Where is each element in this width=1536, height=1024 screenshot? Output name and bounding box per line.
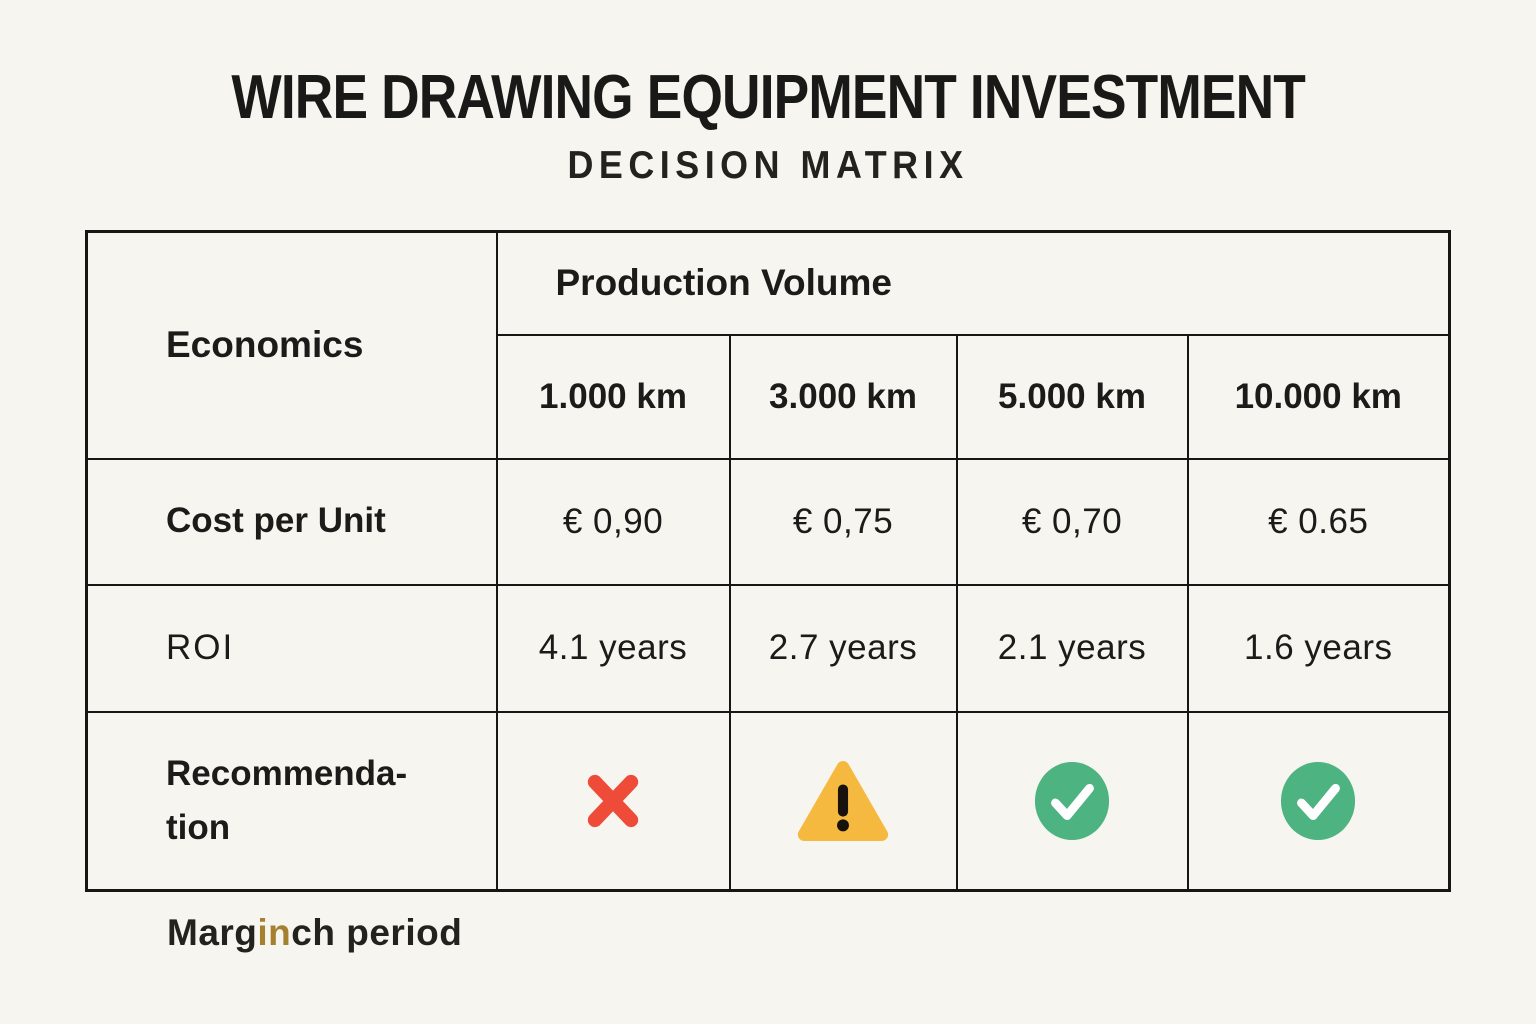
cross-icon	[575, 774, 651, 827]
roi-value: 2.7 years	[728, 583, 958, 713]
table-row: ROI 4.1 years 2.7 years 2.1 years 1.6 ye…	[85, 583, 1451, 713]
cost-value: € 0,90	[495, 457, 731, 586]
row-label-roi: ROI	[85, 583, 498, 713]
footer-note-part3: ch period	[291, 912, 463, 953]
table-row: Cost per Unit € 0,90 € 0,75 € 0,70 € 0.6…	[85, 457, 1451, 586]
corner-header-economics: Economics	[85, 230, 498, 460]
page-title: WIRE DRAWING EQUIPMENT INVESTMENT	[0, 62, 1536, 133]
footer-note: Marginch period	[167, 912, 462, 954]
page-subtitle: DECISION MATRIX	[0, 144, 1536, 188]
decision-matrix-table: Economics Production Volume 1.000 km 3.0…	[85, 230, 1451, 892]
check-circle-icon	[1033, 761, 1111, 840]
table-row: Economics Production Volume	[85, 230, 1451, 460]
column-header-5000km: 5.000 km	[955, 333, 1189, 460]
column-header-1000km: 1.000 km	[495, 333, 731, 460]
column-header-3000km: 3.000 km	[728, 333, 958, 460]
column-header-10000km: 10.000 km	[1186, 333, 1451, 460]
group-header-production-volume: Production Volume	[495, 230, 1451, 336]
footer-note-part1: Marg	[167, 912, 258, 953]
cost-value: € 0.65	[1186, 457, 1451, 586]
recommendation-cell-10000km	[1186, 710, 1451, 892]
warning-icon	[797, 760, 889, 841]
cost-value: € 0,70	[955, 457, 1189, 586]
recommendation-cell-5000km	[955, 710, 1189, 892]
footer-note-part2: in	[257, 912, 292, 953]
row-label-cost-per-unit: Cost per Unit	[85, 457, 498, 586]
table-row: Recommenda- tion	[85, 710, 1451, 892]
check-circle-icon	[1279, 761, 1357, 840]
recommendation-cell-3000km	[728, 710, 958, 892]
roi-value: 4.1 years	[495, 583, 731, 713]
roi-value: 2.1 years	[955, 583, 1189, 713]
page-subtitle-text: DECISION MATRIX	[567, 144, 969, 187]
page-title-text: WIRE DRAWING EQUIPMENT INVESTMENT	[231, 63, 1305, 132]
table-row: 1.000 km 3.000 km 5.000 km 10.000 km	[87, 333, 1451, 460]
cost-value: € 0,75	[728, 457, 958, 586]
roi-value: 1.6 years	[1186, 583, 1451, 713]
row-label-recommendation: Recommenda- tion	[85, 710, 498, 892]
recommendation-cell-1000km	[495, 710, 731, 892]
